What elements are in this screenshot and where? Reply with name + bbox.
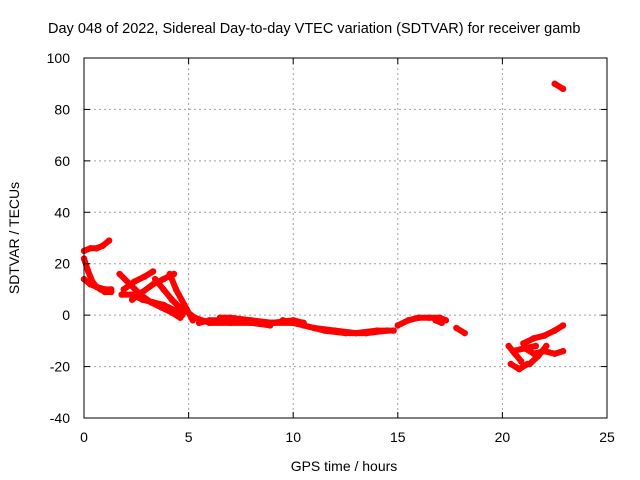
data-point <box>181 301 188 309</box>
data-point <box>160 275 167 283</box>
series-arc-h <box>152 276 186 313</box>
y-tick-label: -20 <box>50 359 70 375</box>
data-point <box>534 353 542 360</box>
data-point <box>394 322 401 329</box>
data-point <box>105 237 113 244</box>
data-point <box>520 340 527 347</box>
data-point <box>160 301 167 309</box>
data-point <box>99 242 107 249</box>
data-point <box>432 317 439 324</box>
data-point <box>515 365 523 373</box>
data-point <box>269 319 276 327</box>
data-point <box>216 314 224 321</box>
y-tick-label: 0 <box>62 307 70 323</box>
x-tick-label: 20 <box>495 429 511 445</box>
data-point <box>352 329 360 337</box>
data-point <box>170 306 178 314</box>
data-series <box>80 80 567 373</box>
data-point <box>526 360 533 368</box>
chart-title: Day 048 of 2022, Sidereal Day-to-day VTE… <box>48 21 580 37</box>
data-point <box>559 347 567 355</box>
y-tick-label: 100 <box>47 50 71 66</box>
data-point <box>509 347 517 355</box>
data-point <box>87 281 94 288</box>
data-point <box>172 286 180 293</box>
data-point <box>227 314 234 321</box>
data-point <box>168 296 176 303</box>
y-tick-label: 40 <box>54 204 70 220</box>
x-tick-label: 15 <box>390 429 406 445</box>
y-tick-label: 80 <box>54 101 70 117</box>
data-point <box>279 317 286 324</box>
data-point <box>505 342 512 350</box>
data-point <box>128 296 136 303</box>
data-point <box>551 80 558 87</box>
data-point <box>453 324 460 332</box>
data-point <box>405 317 412 324</box>
data-point <box>101 286 109 293</box>
data-point <box>107 286 115 293</box>
data-point <box>248 317 255 324</box>
data-point <box>149 299 157 306</box>
data-point <box>331 327 339 334</box>
data-point <box>195 319 203 327</box>
data-point <box>461 329 468 337</box>
data-point <box>206 317 213 324</box>
data-point <box>551 350 558 357</box>
data-point <box>373 327 381 334</box>
x-tick-label: 0 <box>80 429 88 445</box>
data-point <box>118 291 125 298</box>
data-point <box>310 324 318 332</box>
data-point <box>139 296 146 303</box>
data-point <box>191 314 199 321</box>
data-point <box>520 345 527 352</box>
data-point <box>139 288 146 296</box>
data-point <box>93 283 100 291</box>
data-point <box>541 332 548 339</box>
x-axis-label: GPS time / hours <box>291 458 398 474</box>
y-tick-label: 60 <box>54 153 70 169</box>
data-point <box>160 286 167 293</box>
y-tick-label: 20 <box>54 256 70 272</box>
data-point <box>116 270 123 278</box>
data-point <box>93 245 100 252</box>
data-point <box>87 245 94 252</box>
data-point <box>507 360 514 368</box>
data-point <box>166 270 173 278</box>
x-tick-label: 5 <box>185 429 193 445</box>
data-point <box>179 311 186 319</box>
data-point <box>300 322 307 329</box>
data-point <box>551 327 558 334</box>
axis-ticks: 0 5 10 15 20 25 -40 -20 0 20 40 60 80 100 <box>47 50 615 445</box>
data-point <box>151 275 159 283</box>
data-point <box>532 342 540 350</box>
data-point <box>131 278 138 285</box>
data-point <box>518 358 525 365</box>
data-point <box>84 268 92 275</box>
data-point <box>149 268 157 275</box>
data-point <box>415 314 422 321</box>
data-point <box>120 286 127 293</box>
data-point <box>559 322 567 329</box>
plot-frame <box>83 57 608 419</box>
series-arc-f <box>120 268 156 293</box>
data-point <box>141 273 148 280</box>
x-tick-label: 25 <box>599 429 615 445</box>
x-tick-label: 10 <box>285 429 301 445</box>
data-point <box>530 335 537 342</box>
data-point <box>390 327 397 334</box>
data-point <box>543 342 550 350</box>
data-point <box>559 85 567 93</box>
data-point <box>425 314 433 321</box>
data-point <box>181 306 188 314</box>
y-axis-label: SDTVAR / TECUs <box>6 182 22 294</box>
y-tick-label: -40 <box>50 410 70 426</box>
data-point <box>438 319 445 327</box>
